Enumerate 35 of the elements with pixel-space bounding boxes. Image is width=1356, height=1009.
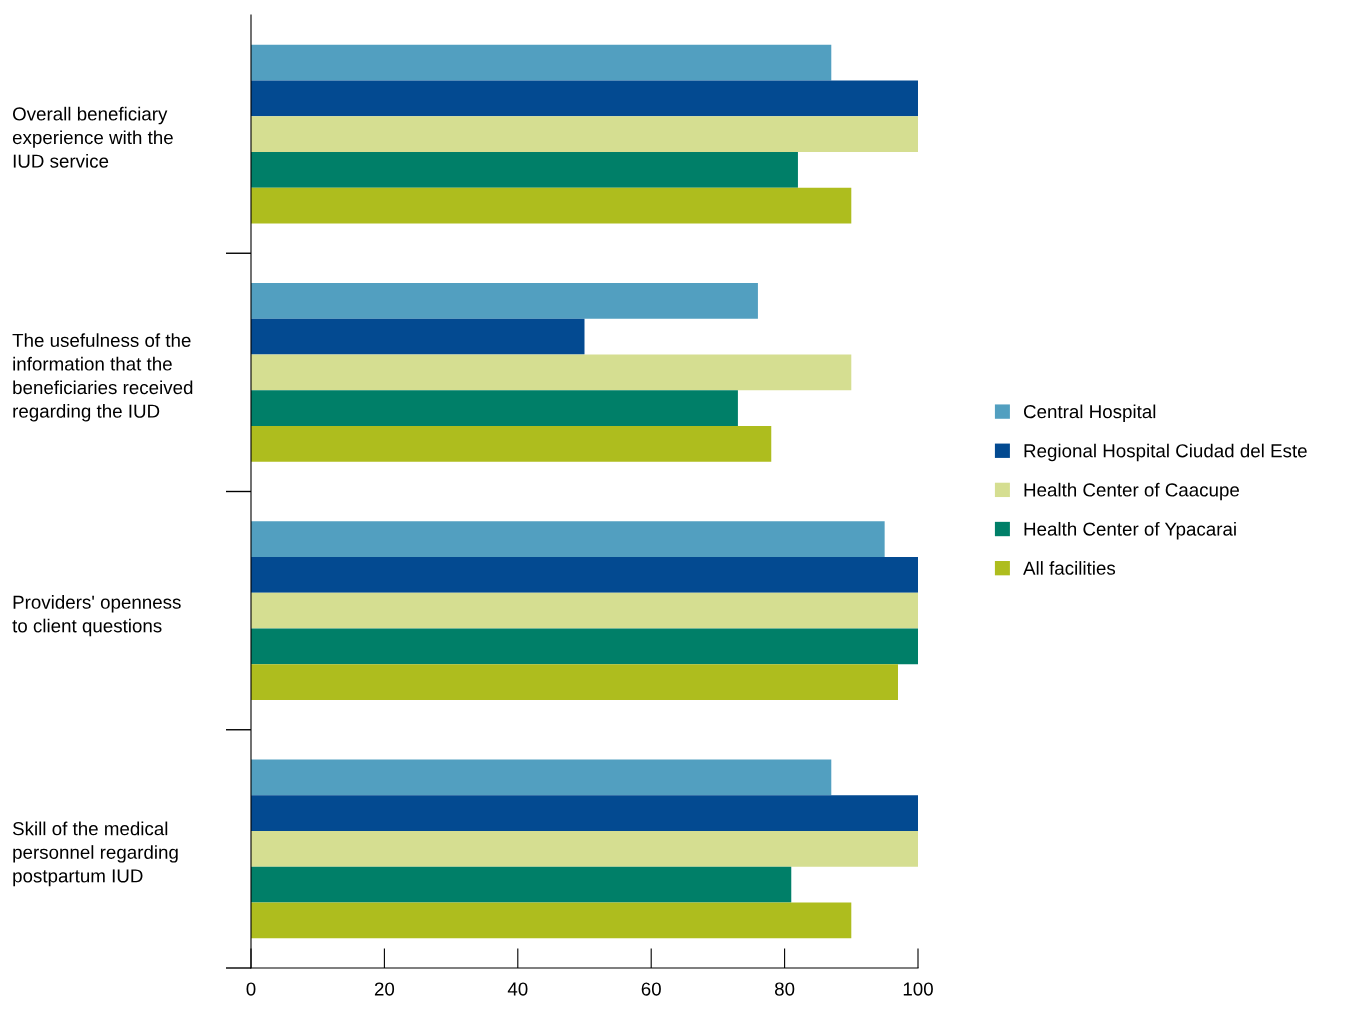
bar [251,187,852,224]
bar [251,425,772,462]
x-tick-label: 40 [507,982,528,996]
bar [251,759,832,796]
x-tick-label: 20 [374,982,395,996]
legend-label: All facilities [1023,561,1116,575]
bar [251,116,918,152]
bar [251,557,918,593]
bar [251,44,832,81]
y-tick-label: The usefulness of the information that the beneficiaries received regarding the IUD [12,333,193,422]
bar [251,902,852,939]
bar [251,866,792,903]
bar [251,831,918,867]
bar [251,80,918,117]
y-tick-label: Overall beneficiary experience with the IUD service [12,106,173,168]
bar [251,628,918,665]
bar [251,795,918,832]
bar [251,521,885,558]
x-tick-label: 0 [246,982,256,996]
x-tick-label: 80 [774,982,795,996]
bar [251,592,918,629]
bar [251,151,798,188]
legend-label: Health Center of Ypacarai [1024,521,1236,540]
bar [251,318,585,355]
bar [251,664,898,700]
y-tick-label: Providers' openness to client questions [12,595,181,637]
x-tick-label: 100 [903,982,933,996]
bar [251,354,852,391]
legend-label: Central Hospital [1023,404,1156,423]
bar [251,283,758,319]
legend-label: Health Center of Caacupe [1024,482,1239,501]
legend-label: Regional Hospital Ciudad del Este [1024,443,1307,462]
bar [251,390,738,426]
x-tick-label: 60 [641,982,661,996]
y-tick-label: Skill of the medical personnel regarding postpartum IUD [12,821,178,887]
